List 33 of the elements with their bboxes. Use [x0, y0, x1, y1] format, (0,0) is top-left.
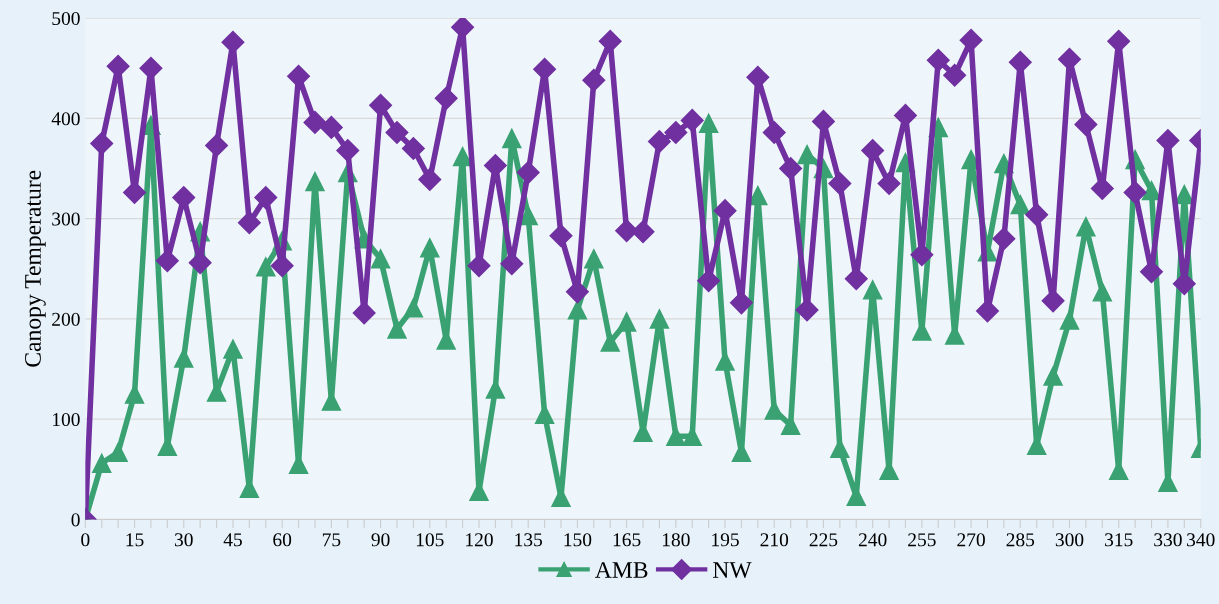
x-tick-label: 285: [1006, 533, 1035, 547]
x-tick-label: 105: [416, 533, 444, 547]
x-tick-label: 165: [613, 533, 641, 547]
x-tick-label: 270: [957, 533, 985, 547]
x-tick-label: 150: [564, 533, 592, 547]
y-tick-label: 300: [52, 212, 80, 226]
legend-label: AMB: [595, 562, 648, 578]
x-tick-label: 0: [81, 533, 90, 547]
x-tick-label: 195: [712, 533, 739, 547]
y-axis-title: Canopy Temperature: [25, 170, 46, 367]
x-tick-label: 180: [662, 533, 690, 547]
x-tick-label: 90: [371, 533, 390, 547]
x-tick-label: 330: [1154, 533, 1182, 547]
x-tick-label: 75: [322, 533, 341, 547]
x-tick-label: 340: [1187, 533, 1215, 547]
x-tick-label: 210: [760, 533, 789, 547]
x-tick-label: 60: [273, 533, 292, 547]
legend-label: NW: [713, 562, 752, 579]
y-tick-label: 200: [52, 312, 80, 326]
x-tick-label: 300: [1055, 533, 1084, 547]
x-tick-label: 30: [174, 533, 193, 547]
y-tick-label: 0: [71, 513, 80, 527]
y-tick-label: 100: [53, 412, 80, 427]
y-tick-label: 400: [51, 112, 80, 126]
x-tick-label: 225: [809, 533, 838, 547]
x-tick-label: 255: [908, 533, 936, 547]
x-tick-label: 240: [858, 533, 887, 547]
x-tick-label: 135: [515, 533, 543, 547]
x-tick-label: 120: [466, 533, 493, 547]
x-tick-label: 315: [1105, 533, 1133, 547]
y-tick-label: 500: [52, 11, 80, 26]
x-tick-label: 15: [126, 533, 144, 547]
x-tick-label: 45: [223, 533, 242, 547]
